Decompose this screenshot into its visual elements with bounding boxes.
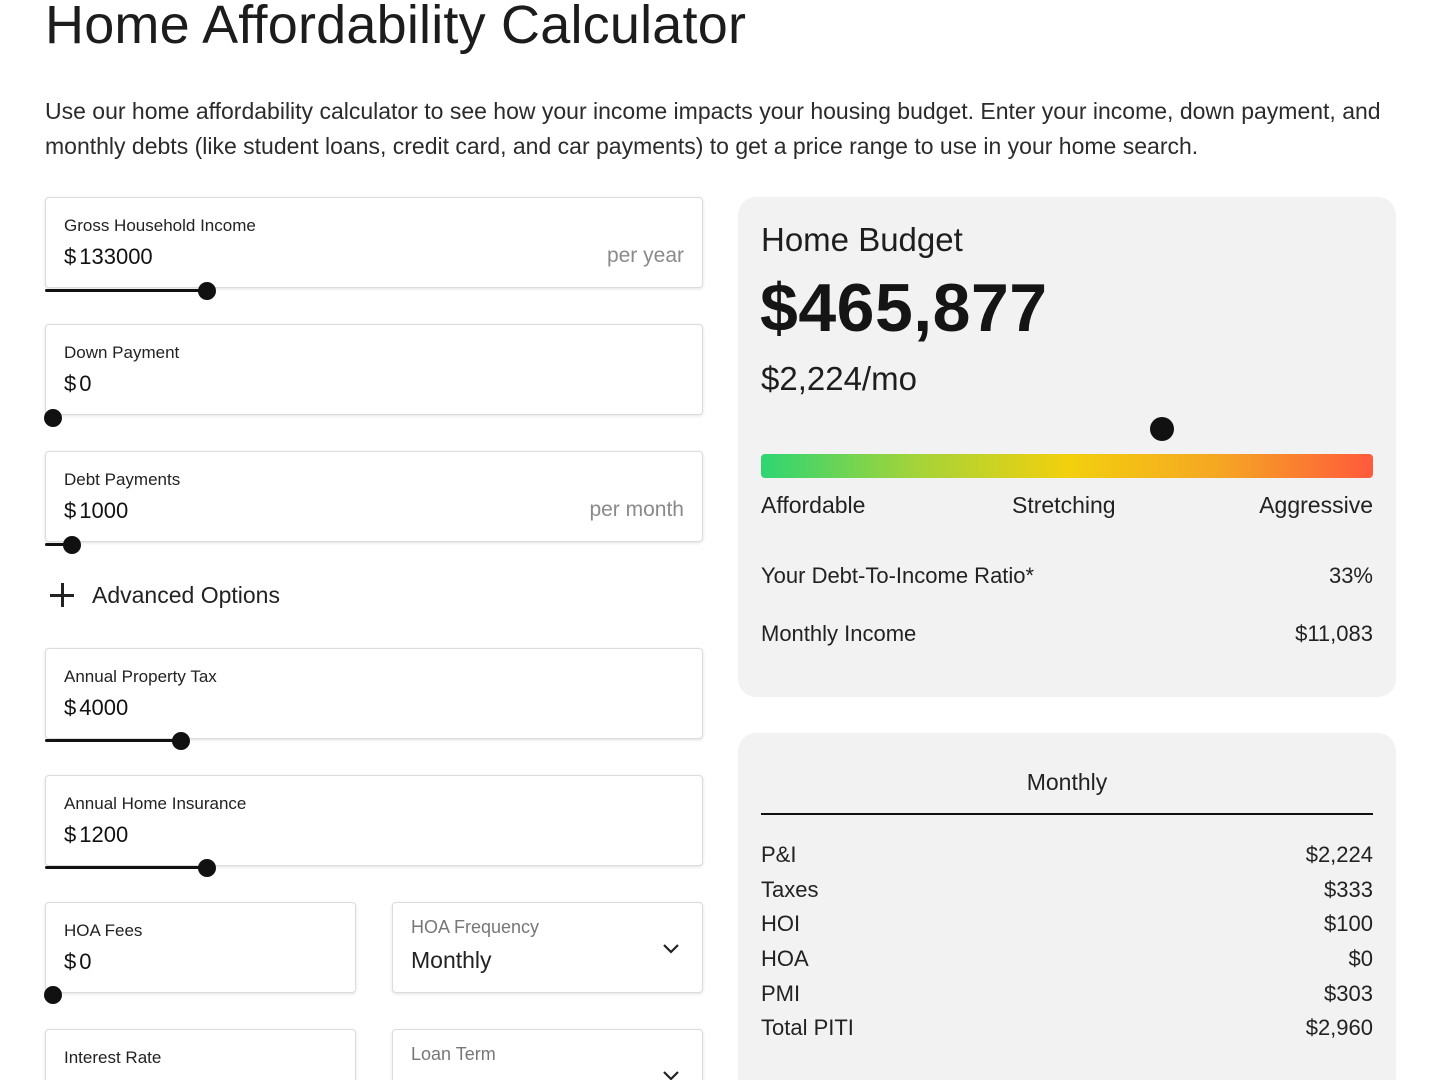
plus-icon — [48, 581, 76, 609]
advanced-options-toggle[interactable]: Advanced Options — [48, 578, 280, 612]
slider-thumb[interactable] — [44, 409, 62, 427]
affordability-gauge-bar — [761, 454, 1373, 478]
debt-payments-label: Debt Payments — [64, 470, 181, 489]
property-tax-value[interactable]: $4000 — [64, 695, 128, 721]
debt-payments-field[interactable]: Debt Payments $1000 per month — [45, 451, 703, 542]
affordability-marker — [1150, 417, 1175, 441]
gauge-label-affordable: Affordable — [761, 492, 866, 518]
chevron-down-icon — [663, 1071, 679, 1080]
home-budget-panel: Home Budget $465,877 $2,224/mo Affordabl… — [738, 197, 1396, 697]
home-insurance-field[interactable]: Annual Home Insurance $1200 — [45, 775, 703, 866]
home-insurance-input[interactable]: 1200 — [79, 822, 129, 847]
page-title: Home Affordability Calculator — [45, 0, 747, 55]
gauge-label-stretching: Stretching — [1012, 492, 1116, 518]
breakdown-value: $303 — [1324, 981, 1373, 1006]
breakdown-label: Total PITI — [761, 1015, 854, 1040]
intro-text: Use our home affordability calculator to… — [45, 98, 1381, 159]
breakdown-label: PMI — [761, 981, 801, 1006]
home-insurance-slider[interactable] — [45, 858, 703, 878]
breakdown-heading: Monthly — [1026, 769, 1108, 795]
down-payment-slider[interactable] — [44, 408, 703, 428]
slider-track — [45, 543, 72, 546]
debt-payments-input[interactable]: 1000 — [79, 498, 129, 523]
property-tax-field[interactable]: Annual Property Tax $4000 — [45, 648, 703, 739]
monthly-income-value: $11,083 — [1295, 621, 1373, 646]
currency-symbol: $ — [64, 498, 77, 523]
gross-income-field[interactable]: Gross Household Income $133000 per year — [45, 197, 703, 288]
currency-symbol: $ — [64, 822, 77, 847]
slider-track — [45, 866, 207, 869]
down-payment-label: Down Payment — [64, 343, 180, 362]
breakdown-value: $333 — [1324, 877, 1373, 902]
breakdown-label: HOA — [761, 946, 809, 971]
breakdown-value: $0 — [1348, 946, 1373, 971]
currency-symbol: $ — [64, 371, 77, 396]
breakdown-label: P&I — [761, 842, 797, 867]
gross-income-slider[interactable] — [45, 281, 703, 301]
loan-term-select[interactable]: Loan Term — [392, 1029, 703, 1080]
debt-payments-slider[interactable] — [45, 535, 703, 555]
breakdown-row: HOI $100 — [761, 911, 1373, 943]
breakdown-row: Total PITI $2,960 — [761, 1015, 1373, 1047]
home-budget-heading: Home Budget — [761, 221, 963, 258]
gross-income-value[interactable]: $133000 — [64, 244, 153, 270]
slider-track — [45, 289, 207, 292]
breakdown-label: Taxes — [761, 877, 819, 902]
slider-track — [45, 739, 181, 742]
breakdown-value: $2,960 — [1305, 1015, 1373, 1040]
advanced-options-label: Advanced Options — [92, 581, 280, 608]
hoa-frequency-select[interactable]: HOA Frequency Monthly — [392, 902, 703, 993]
property-tax-slider[interactable] — [45, 731, 703, 751]
breakdown-row: HOA $0 — [761, 946, 1373, 978]
interest-rate-field[interactable]: Interest Rate — [45, 1029, 356, 1080]
currency-symbol: $ — [64, 949, 77, 974]
hoa-fees-value[interactable]: $0 — [64, 949, 92, 975]
slider-thumb[interactable] — [44, 986, 62, 1004]
home-insurance-label: Annual Home Insurance — [64, 794, 247, 813]
currency-symbol: $ — [64, 244, 77, 269]
down-payment-field[interactable]: Down Payment $0 — [45, 324, 703, 415]
breakdown-label: HOI — [761, 911, 801, 936]
debt-payments-suffix: per month — [589, 498, 684, 521]
monthly-income-label: Monthly Income — [761, 621, 917, 646]
hoa-fees-slider[interactable] — [44, 985, 356, 1005]
hoa-fees-field[interactable]: HOA Fees $0 — [45, 902, 356, 993]
slider-thumb[interactable] — [198, 859, 216, 877]
breakdown-divider — [761, 813, 1373, 815]
debt-payments-value[interactable]: $1000 — [64, 498, 128, 524]
dti-label: Your Debt-To-Income Ratio* — [761, 563, 1035, 588]
home-budget-amount: $465,877 — [760, 270, 1048, 346]
hoa-fees-label: HOA Fees — [64, 921, 143, 940]
dti-value: 33% — [1328, 563, 1373, 588]
gauge-label-aggressive: Aggressive — [1259, 492, 1373, 518]
down-payment-input[interactable]: 0 — [79, 371, 92, 396]
loan-term-label: Loan Term — [411, 1044, 496, 1064]
gross-income-input[interactable]: 133000 — [79, 244, 153, 269]
interest-rate-label: Interest Rate — [64, 1048, 162, 1067]
currency-symbol: $ — [64, 695, 77, 720]
hoa-fees-input[interactable]: 0 — [79, 949, 92, 974]
property-tax-label: Annual Property Tax — [64, 667, 217, 686]
hoa-frequency-value: Monthly — [411, 947, 492, 973]
property-tax-input[interactable]: 4000 — [79, 695, 129, 720]
chevron-down-icon — [663, 944, 679, 954]
hoa-frequency-label: HOA Frequency — [411, 917, 540, 937]
breakdown-value: $2,224 — [1305, 842, 1373, 867]
breakdown-row: PMI $303 — [761, 981, 1373, 1013]
breakdown-row: P&I $2,224 — [761, 842, 1373, 874]
monthly-breakdown-panel: Monthly P&I $2,224 Taxes $333 HOI $100 HOA $… — [738, 733, 1396, 1080]
slider-thumb[interactable] — [63, 536, 81, 554]
down-payment-value[interactable]: $0 — [64, 371, 92, 397]
gross-income-label: Gross Household Income — [64, 216, 256, 235]
slider-thumb[interactable] — [172, 732, 190, 750]
home-budget-monthly: $2,224/mo — [761, 360, 917, 397]
breakdown-row: Taxes $333 — [761, 877, 1373, 909]
home-insurance-value[interactable]: $1200 — [64, 822, 128, 848]
slider-thumb[interactable] — [198, 282, 216, 300]
breakdown-value: $100 — [1324, 911, 1373, 936]
gross-income-suffix: per year — [606, 244, 684, 267]
